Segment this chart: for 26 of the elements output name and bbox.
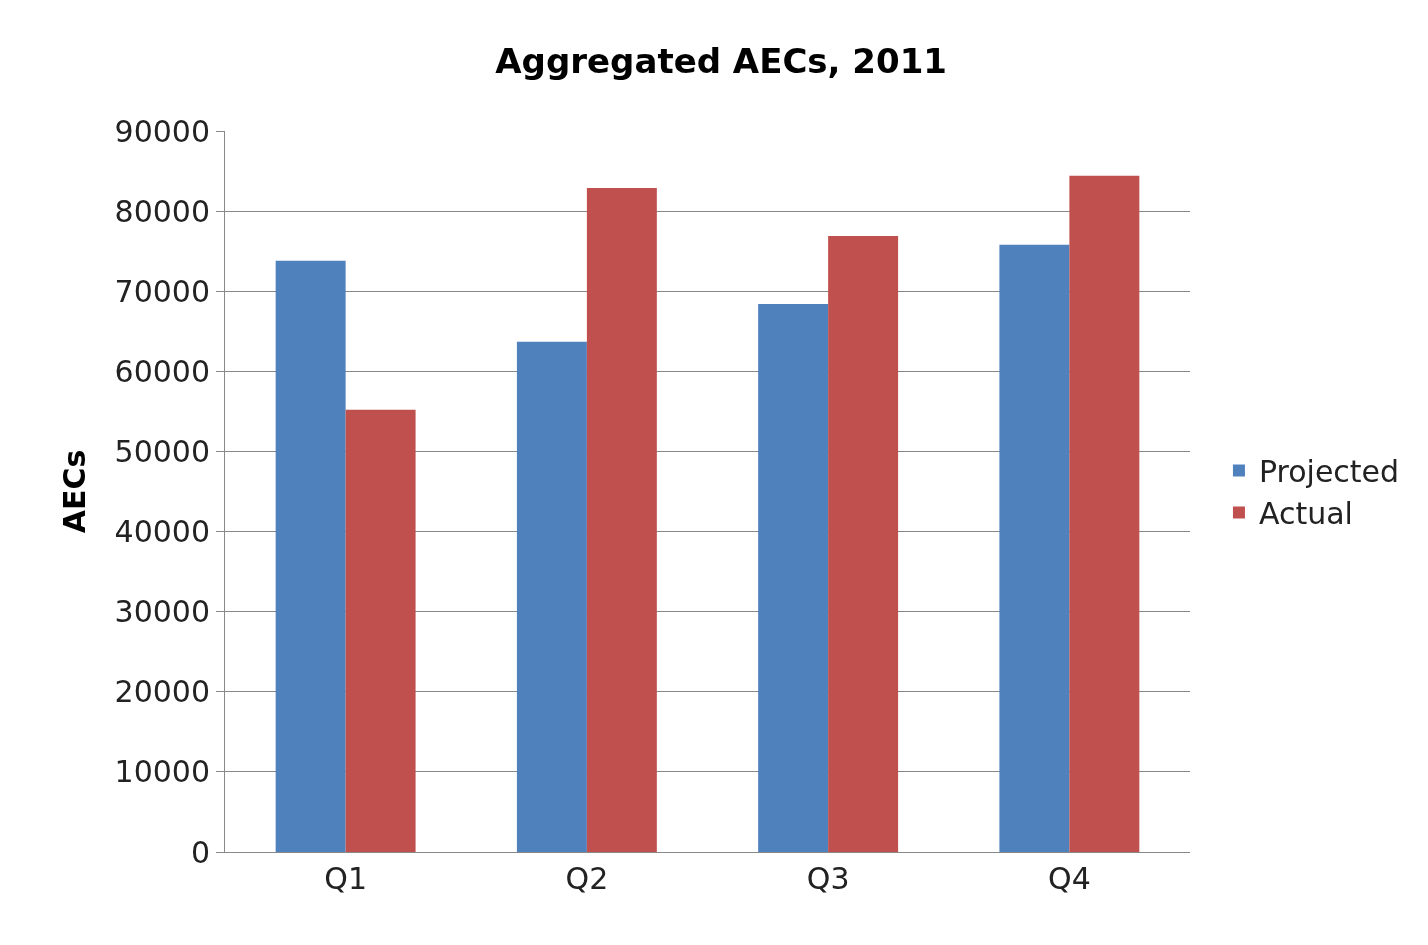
x-tick-label: Q2: [565, 861, 609, 896]
bar: [516, 341, 587, 852]
y-axis-title: AECs: [56, 449, 92, 534]
bar: [275, 260, 346, 852]
chart-title: Aggregated AECs, 2011: [495, 41, 947, 82]
legend-label: Projected: [1258, 454, 1400, 490]
x-tick-label: Q3: [806, 861, 850, 896]
bar: [1069, 175, 1140, 852]
bar: [345, 409, 416, 852]
bar: [828, 235, 899, 852]
y-tick-label: 10000: [114, 754, 210, 790]
y-tick-label: 20000: [114, 674, 210, 710]
x-tick-label: Q4: [1048, 861, 1091, 896]
bar: [586, 187, 657, 852]
y-tick-label: 0: [190, 834, 210, 870]
x-tick-label: Q1: [324, 861, 367, 896]
y-tick-label: 70000: [114, 273, 210, 309]
y-tick-label: 50000: [114, 433, 210, 469]
y-tick-label: 30000: [114, 594, 210, 630]
legend-label: Actual: [1258, 496, 1353, 532]
bar: [999, 244, 1070, 852]
y-tick-label: 40000: [114, 514, 210, 550]
bar: [758, 304, 829, 852]
y-tick-label: 90000: [114, 113, 210, 149]
y-tick-label: 60000: [114, 353, 210, 389]
y-tick-label: 80000: [114, 193, 210, 229]
